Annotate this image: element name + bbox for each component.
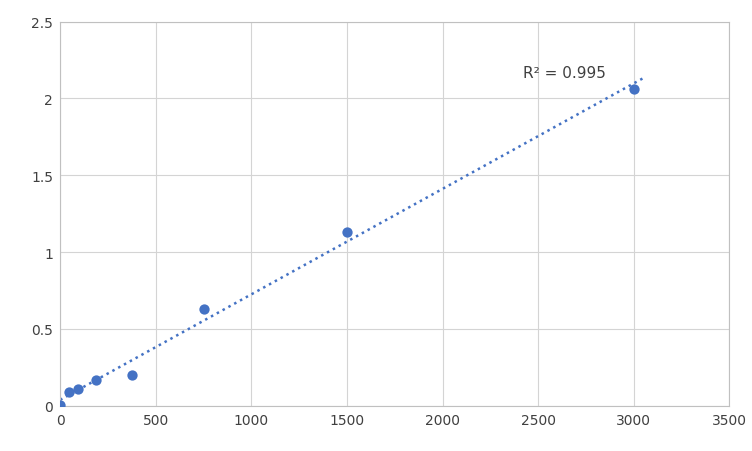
Point — [63, 388, 75, 396]
Point — [198, 306, 210, 313]
Text: R² = 0.995: R² = 0.995 — [523, 66, 606, 81]
Point — [628, 87, 640, 94]
Point — [54, 401, 66, 408]
Point — [126, 372, 138, 379]
Point — [72, 386, 84, 393]
Point — [90, 376, 102, 383]
Point — [341, 229, 353, 236]
